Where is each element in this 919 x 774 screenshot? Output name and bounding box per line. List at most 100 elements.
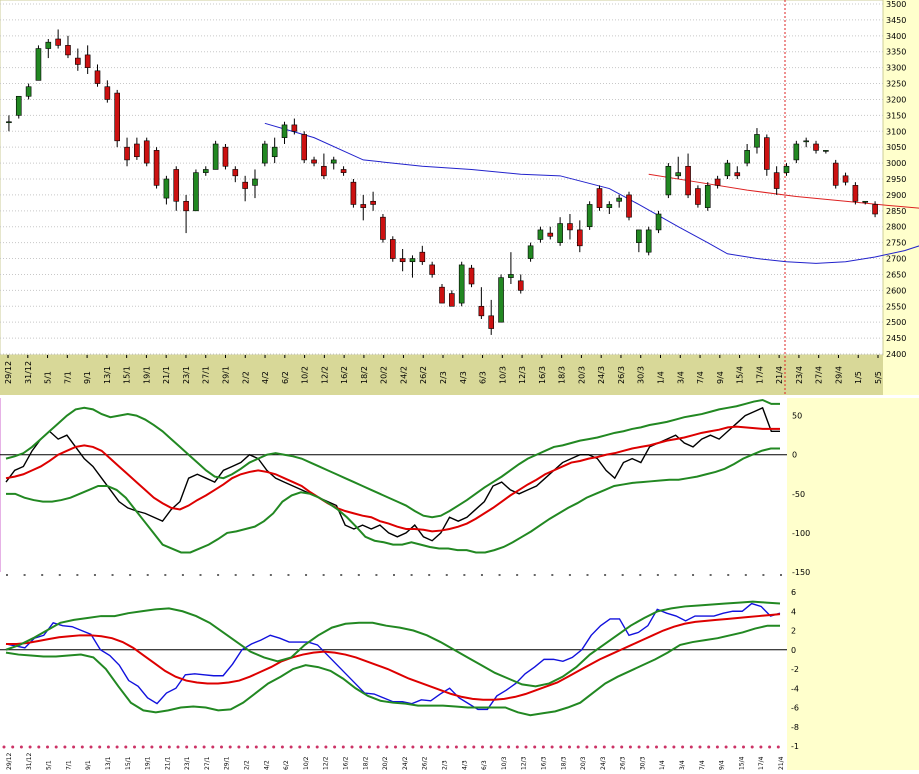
momentum-marker (350, 745, 354, 749)
momentum-x-tick-label: 4/2 (263, 760, 270, 770)
momentum-y-axis: 6 4 2 0 -2 -4 -6 -8 -1 (0, 588, 799, 751)
momentum-x-tick-label: 29/12 (6, 753, 13, 770)
price-tick-label: 3400 (886, 32, 906, 41)
candle-body (704, 185, 711, 208)
oscillator-x-tick (340, 574, 343, 576)
price-y-axis: 3500 3450 3400 3350 3300 3250 3200 3150 3100 3050… (886, 0, 906, 359)
momentum-tick-label: -6 (791, 704, 799, 713)
price-x-tick-label: 26/2 (419, 366, 428, 384)
momentum-marker (289, 745, 293, 749)
price-tick-label: 3300 (886, 64, 906, 73)
candle-body (242, 181, 248, 189)
momentum-marker (689, 745, 693, 749)
momentum-marker (72, 745, 76, 749)
momentum-marker (263, 745, 267, 749)
momentum-marker (733, 745, 737, 749)
price-x-tick-label: 29/1 (222, 366, 231, 384)
oscillator-x-tick (744, 574, 747, 576)
momentum-marker (776, 745, 780, 749)
oscillator-x-tick (604, 574, 607, 576)
momentum-marker (698, 745, 702, 749)
momentum-marker (533, 745, 537, 749)
momentum-x-tick-label: 7/4 (699, 760, 706, 770)
momentum-x-tick-label: 27/1 (204, 756, 211, 770)
oscillator-x-tick (780, 574, 782, 576)
candle-body (764, 137, 770, 170)
price-x-axis: 29/12 31/12 5/1 7/1 9/1 13/1 15/1 19/1 21/1 23/1 2… (4, 355, 883, 384)
oscillator-x-tick (252, 574, 255, 576)
momentum-x-tick-label: 20/3 (580, 756, 587, 770)
momentum-marker (2, 745, 6, 749)
candle-body (754, 134, 760, 148)
momentum-x-tick-label: 4/3 (461, 760, 468, 770)
oscillator-x-tick (586, 574, 589, 576)
price-tick-label: 2550 (886, 302, 906, 311)
momentum-marker (524, 745, 528, 749)
momentum-x-tick-label: 24/2 (402, 756, 409, 770)
momentum-marker (176, 745, 180, 749)
momentum-marker (89, 745, 93, 749)
price-x-tick-label: 1/4 (657, 371, 666, 384)
oscillator-x-tick (58, 574, 61, 576)
momentum-marker (237, 745, 241, 749)
candle-body (389, 239, 396, 259)
price-x-tick-label: 2/3 (439, 371, 448, 384)
momentum-tick-label: 0 (791, 646, 796, 655)
candle-body (645, 229, 652, 253)
oscillator-x-tick (357, 574, 360, 576)
oscillator-x-tick (375, 574, 378, 576)
momentum-marker (402, 745, 406, 749)
momentum-marker (46, 745, 49, 749)
price-x-tick-label: 18/2 (360, 366, 369, 384)
momentum-x-tick-label: 16/2 (343, 756, 350, 770)
candle-body (498, 277, 504, 323)
candle-body (773, 172, 780, 189)
oscillator-x-tick (305, 574, 308, 576)
momentum-x-tick-label: 26/3 (620, 756, 627, 770)
oscillator-x-tick (674, 574, 677, 576)
momentum-marker (315, 745, 319, 749)
momentum-marker (19, 745, 23, 749)
price-x-tick-label: 2/2 (241, 371, 250, 384)
price-x-tick-label: 23/1 (182, 366, 191, 384)
momentum-x-tick-label: 2/3 (441, 760, 448, 770)
momentum-x-tick-label: 7/1 (65, 760, 72, 770)
price-tick-label: 2450 (886, 334, 906, 343)
momentum-marker (324, 745, 328, 749)
price-x-tick-label: 24/2 (399, 366, 408, 384)
oscillator-x-tick (269, 574, 272, 576)
momentum-x-tick-label: 3/4 (679, 760, 686, 770)
momentum-marker (280, 745, 284, 749)
candle-body (252, 178, 258, 186)
price-x-tick-label: 15/4 (736, 366, 745, 384)
momentum-marker (715, 745, 719, 749)
oscillator-x-tick (445, 574, 448, 576)
price-tick-label: 2800 (886, 223, 906, 232)
candle-body (832, 162, 839, 186)
momentum-marker (254, 745, 258, 749)
candle-body (45, 41, 52, 49)
momentum-marker (228, 745, 232, 749)
oscillator-x-tick (621, 574, 624, 576)
momentum-marker (159, 745, 163, 749)
momentum-x-tick-label: 5/1 (46, 760, 53, 770)
momentum-marker (37, 745, 41, 749)
momentum-lines (5, 600, 781, 717)
candle-body (183, 200, 189, 212)
momentum-marker (333, 745, 337, 749)
oscillator-x-axis (6, 574, 782, 576)
oscillator-x-tick (234, 574, 237, 576)
candle-body (842, 175, 849, 183)
candle-body (636, 229, 642, 243)
momentum-marker (359, 745, 363, 749)
candle-body (576, 229, 583, 247)
price-x-tick-label: 20/3 (577, 366, 586, 384)
price-tick-label: 3000 (886, 159, 906, 168)
oscillator-x-tick (393, 574, 395, 576)
candle-body (84, 54, 91, 68)
momentum-x-axis: 29/12 31/12 5/1 7/1 9/1 13/1 15/1 19/1 21/1 23/1 2… (2, 745, 785, 770)
price-x-tick-label: 21/4 (775, 366, 784, 384)
candle-body (488, 315, 495, 329)
candle-body (419, 251, 426, 263)
